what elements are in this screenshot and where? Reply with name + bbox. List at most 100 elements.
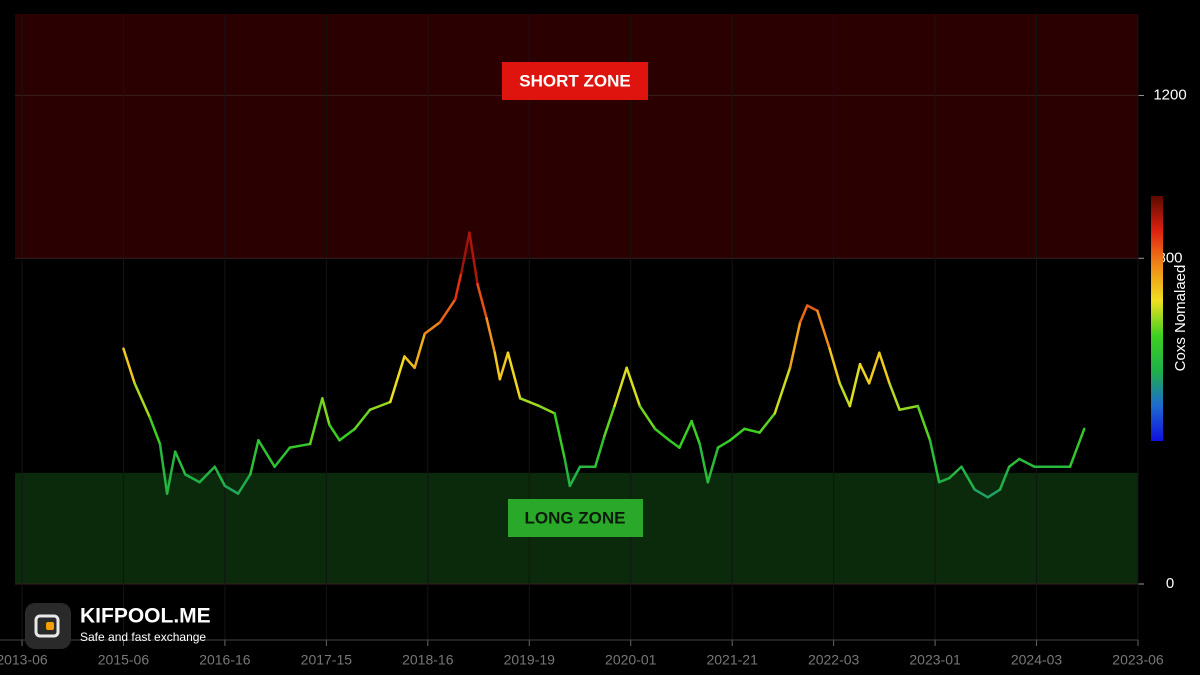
line-segment — [493, 351, 502, 381]
zone-label: SHORT ZONE — [519, 71, 630, 90]
x-tick-label: 2024-03 — [1011, 652, 1063, 668]
line-segment — [453, 271, 463, 301]
line-segment — [690, 419, 701, 446]
line-segment — [257, 439, 276, 468]
line-segment — [133, 382, 152, 419]
line-segment — [438, 298, 457, 324]
line-segment — [368, 400, 392, 411]
x-tick-label: 2020-01 — [605, 652, 657, 668]
line-segment — [973, 488, 990, 499]
line-segment — [1007, 457, 1021, 468]
x-tick-label: 2016-16 — [199, 652, 251, 668]
line-segment — [937, 476, 951, 484]
line-segment — [173, 450, 187, 476]
line-segment — [678, 419, 693, 449]
line-segment — [563, 457, 572, 488]
line-segment — [485, 317, 497, 354]
line-segment — [668, 439, 681, 449]
line-segment — [773, 366, 792, 415]
line-segment — [468, 231, 479, 286]
line-segment — [698, 442, 710, 484]
brand-tagline: Safe and fast exchange — [80, 630, 206, 644]
line-segment — [1068, 427, 1086, 468]
line-segment — [858, 362, 871, 385]
line-segment — [122, 347, 136, 385]
zone — [15, 14, 1138, 259]
line-segment — [498, 351, 510, 381]
line-segment — [878, 351, 891, 385]
line-segment — [328, 423, 341, 442]
colorbar — [1151, 196, 1163, 441]
line-segment — [165, 450, 177, 495]
line-segment — [613, 366, 628, 408]
x-tick-label: 2021-21 — [706, 652, 758, 668]
y-tick-label: 1200 — [1153, 86, 1186, 103]
line-segment — [867, 351, 881, 385]
line-segment — [916, 404, 932, 442]
line-segment — [603, 404, 616, 438]
x-tick-label: 2023-06 — [1112, 652, 1164, 668]
line-segment — [960, 465, 976, 491]
line-segment — [706, 446, 720, 484]
line-segment — [321, 397, 331, 427]
x-tick-label: 2023-01 — [909, 652, 961, 668]
x-tick-label: 2018-16 — [402, 652, 454, 668]
line-segment — [888, 382, 901, 411]
line-segment — [223, 484, 240, 495]
line-segment — [716, 439, 732, 449]
line-segment — [389, 355, 406, 404]
x-tick-label: 2017-15 — [301, 652, 353, 668]
line-segment — [788, 320, 802, 370]
logo: KIFPOOL.ME Safe and fast exchange — [25, 603, 211, 649]
line-segment — [816, 309, 831, 350]
x-tick-label: 2015-06 — [98, 652, 150, 668]
y-tick-label: 800 — [1157, 249, 1182, 266]
logo-dot — [46, 622, 54, 630]
line-segment — [403, 355, 416, 370]
line-segment — [848, 362, 862, 408]
line-segment — [653, 427, 671, 442]
zone-label-box — [502, 62, 648, 100]
line-segment — [758, 412, 777, 434]
x-tick-label: 2013-06 — [0, 652, 48, 668]
line-segment — [184, 473, 201, 484]
line-segment — [928, 439, 941, 484]
y-tick-label: 0 — [1166, 575, 1174, 592]
line-segment — [213, 465, 227, 488]
zone-label: LONG ZONE — [524, 508, 625, 527]
line-segment — [986, 488, 1002, 499]
line-segment — [338, 427, 357, 442]
brand-name: KIFPOOL.ME — [80, 605, 211, 628]
line-segment — [1018, 457, 1036, 468]
line-segment — [423, 320, 442, 335]
x-tick-label: 2022-03 — [808, 652, 860, 668]
x-tick-label: 2019-19 — [504, 652, 556, 668]
line-segment — [288, 442, 312, 449]
line-segment — [476, 283, 488, 320]
logo-glyph — [34, 614, 60, 638]
line-segment — [898, 404, 920, 411]
line-segment — [460, 231, 471, 275]
line-segment — [828, 347, 841, 385]
line-segment — [553, 412, 567, 461]
line-segment — [249, 439, 260, 476]
line-segment — [838, 382, 852, 408]
line-segment — [638, 404, 657, 431]
colorbar-label: Coxs Nomalaed — [1172, 265, 1189, 372]
line-segment — [998, 465, 1011, 491]
line-segment — [728, 427, 746, 442]
line-segment — [148, 416, 162, 446]
line-segment — [798, 304, 809, 324]
line-segment — [198, 465, 217, 484]
line-segment — [506, 351, 522, 400]
line-segment — [625, 366, 642, 408]
zone-label-box — [508, 499, 643, 537]
line-segment — [806, 304, 819, 313]
line-segment — [273, 446, 292, 468]
line-segment — [158, 442, 169, 495]
line-segment — [518, 397, 541, 408]
line-segment — [593, 434, 606, 468]
line-segment — [236, 473, 252, 495]
